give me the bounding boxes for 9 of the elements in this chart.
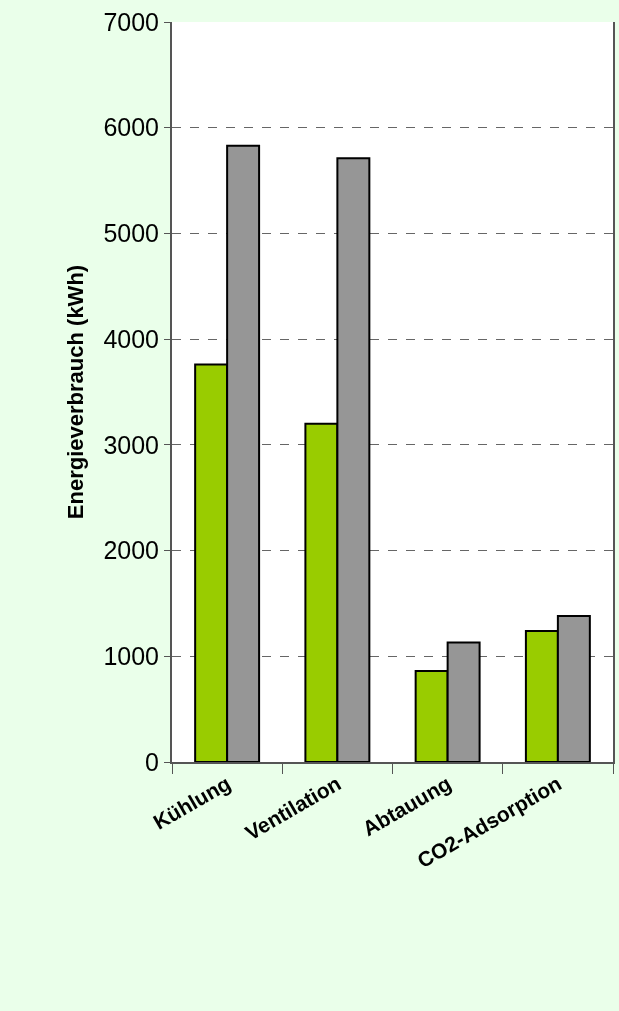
y-tick-label: 2000 [103, 536, 159, 565]
y-tick-label: 1000 [103, 642, 159, 671]
y-tick-label: 6000 [103, 113, 159, 142]
y-axis-title: Energieverbrauch (kWh) [62, 264, 88, 520]
y-tick-label: 5000 [103, 219, 159, 248]
y-tick-label: 7000 [103, 7, 159, 36]
y-tick-label: 0 [145, 747, 159, 776]
y-tick-label: 4000 [103, 324, 159, 353]
y-tick-label: 3000 [103, 430, 159, 459]
